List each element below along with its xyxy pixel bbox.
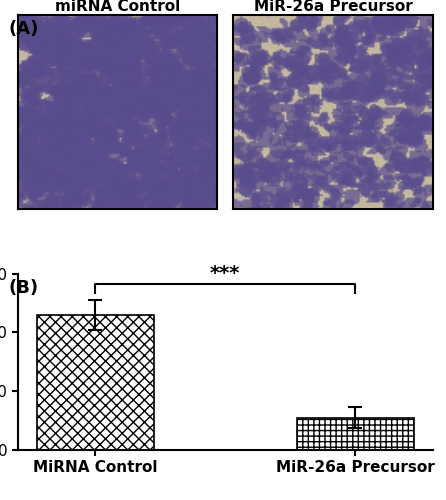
Text: ***: *** [210,264,240,283]
Text: (A): (A) [9,20,39,38]
Bar [37,315,154,450]
Title: MiR-26a Precursor: MiR-26a Precursor [253,0,412,14]
Bar [297,418,414,450]
Text: (B): (B) [9,278,39,296]
Title: miRNA Control: miRNA Control [55,0,180,14]
